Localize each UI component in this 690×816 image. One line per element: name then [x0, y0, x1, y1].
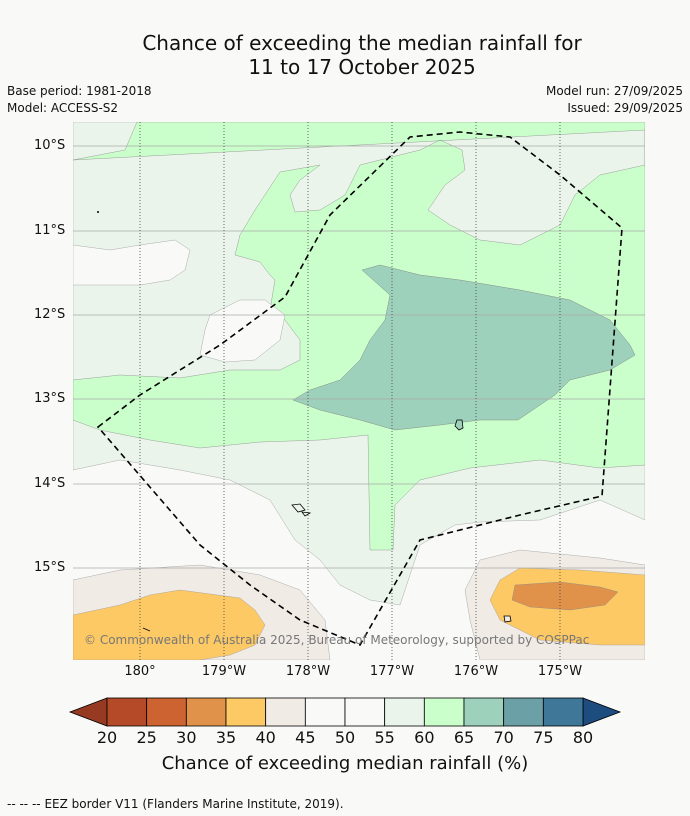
- lon-label-175w: 175°W: [537, 664, 583, 679]
- colorbar-label: Chance of exceeding median rainfall (%): [161, 753, 529, 774]
- meta-right: Model run: 27/09/2025 Issued: 29/09/2025: [546, 83, 683, 117]
- colorbar-segment: [146, 697, 187, 727]
- colorbar-tick-label: 25: [136, 728, 157, 747]
- colorbar-tick-label: 30: [176, 728, 197, 747]
- colorbar-over-arrow: [582, 697, 622, 727]
- lat-label-12s: 12°S: [34, 307, 66, 322]
- model-run: Model run: 27/09/2025: [545, 84, 683, 98]
- island-small-sw: [142, 627, 151, 632]
- colorbar-tick-label: 70: [493, 728, 514, 747]
- legend-eez-text: EEZ border V11 (Flanders Marine Institut…: [44, 797, 344, 811]
- colorbar-segment: [503, 697, 544, 727]
- colorbar-segment: [185, 697, 227, 727]
- lon-label-176w: 176°W: [453, 664, 499, 679]
- island-futuna: [291, 503, 312, 517]
- lon-label-180: 180°: [124, 664, 156, 679]
- colorbar-tick-label: 55: [374, 728, 395, 747]
- colorbar-tick-label: 20: [96, 728, 118, 747]
- contour-65-70: [292, 264, 636, 431]
- map-title: Chance of exceeding the median rainfall …: [0, 31, 690, 79]
- colorbar-tick-label: 65: [453, 728, 475, 747]
- island-wallis: [454, 419, 464, 431]
- colorbar-segment: [225, 697, 267, 727]
- eez-border: [96, 131, 623, 647]
- colorbar-segment: [265, 697, 306, 727]
- model-name: Model: ACCESS-S2: [7, 101, 119, 115]
- island-small-se: [503, 615, 512, 623]
- colorbar-segment: [542, 697, 584, 727]
- title-line-2: 11 to 17 October 2025: [248, 55, 476, 79]
- colorbar-tick-label: 40: [255, 728, 276, 747]
- colorbar-tick-label: 80: [572, 728, 594, 747]
- lat-label-13s: 13°S: [34, 391, 66, 406]
- contour-45-55-center: [199, 299, 286, 363]
- island-dot-nw: [97, 211, 99, 213]
- title-line-1: Chance of exceeding the median rainfall …: [142, 31, 582, 55]
- colorbar-segment: [344, 697, 386, 727]
- lat-label-11s: 11°S: [34, 223, 66, 238]
- lat-label-15s: 15°S: [34, 560, 66, 575]
- contour-60-65: [73, 122, 645, 551]
- colorbar-segment: [106, 697, 148, 727]
- contour-35-40-sw: [73, 589, 266, 660]
- colorbar-tick-label: 50: [334, 728, 356, 747]
- base-period: Base period: 1981-2018: [7, 84, 152, 98]
- colorbar-under-arrow: [68, 697, 108, 727]
- colorbar-tick-label: 60: [414, 728, 435, 747]
- colorbar-segment: [423, 697, 465, 727]
- colorbar-tick-label: 45: [295, 728, 316, 747]
- legend-eez-symbol: -- -- --: [7, 797, 41, 811]
- meta-left: Base period: 1981-2018 Model: ACCESS-S2: [7, 83, 152, 117]
- lon-label-179w: 179°W: [201, 664, 247, 679]
- lon-label-178w: 178°W: [285, 664, 331, 679]
- contour-45-55-nw: [73, 239, 191, 286]
- colorbar-segment: [384, 697, 425, 727]
- colorbar-segment: [463, 697, 505, 727]
- colorbar-segment: [304, 697, 346, 727]
- contour-30-35-se: [511, 581, 619, 611]
- lat-label-10s: 10°S: [34, 138, 66, 153]
- latitude-gridlines: [73, 145, 645, 569]
- copyright-notice: © Commonwealth of Australia 2025, Bureau…: [84, 633, 590, 647]
- colorbar-tick-label: 35: [215, 728, 237, 747]
- legend-footer: -- -- -- EEZ border V11 (Flanders Marine…: [7, 797, 344, 811]
- lat-label-14s: 14°S: [34, 476, 66, 491]
- lon-label-177w: 177°W: [369, 664, 415, 679]
- colorbar-tick-label: 75: [533, 728, 554, 747]
- issued-date: Issued: 29/09/2025: [567, 101, 683, 115]
